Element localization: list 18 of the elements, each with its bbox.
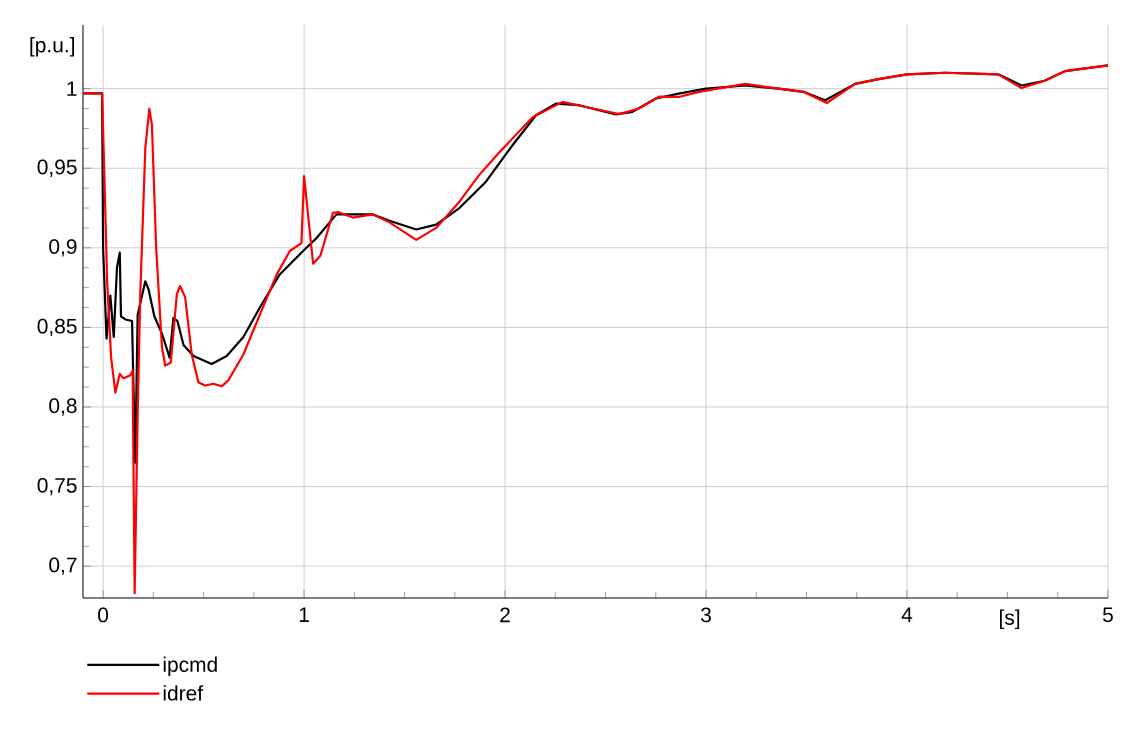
legend-label: ipcmd	[163, 656, 217, 677]
x-tick-label: 5	[1102, 607, 1113, 623]
x-tick-label: 1	[299, 607, 309, 622]
y-tick-label: 0,9	[49, 239, 77, 257]
x-tick-label: 0	[98, 607, 109, 623]
line-series	[83, 64, 1108, 595]
y-tick-label: 1	[67, 81, 77, 96]
x-tick-label: 2	[500, 607, 510, 623]
y-tick-label: 0,95	[37, 159, 77, 177]
y-tick-label: 0,85	[37, 318, 77, 337]
y-axis-title: [p.u.]	[30, 37, 74, 57]
x-tick-label: 3	[700, 607, 711, 623]
x-axis-title: [s]	[1000, 609, 1020, 630]
y-tick-label: 0,75	[37, 477, 77, 496]
y-tick-label: 0,7	[49, 557, 77, 575]
legend-label: idref	[163, 685, 204, 701]
y-tick-label: 0,8	[49, 398, 77, 416]
x-tick-label: 4	[901, 607, 913, 622]
